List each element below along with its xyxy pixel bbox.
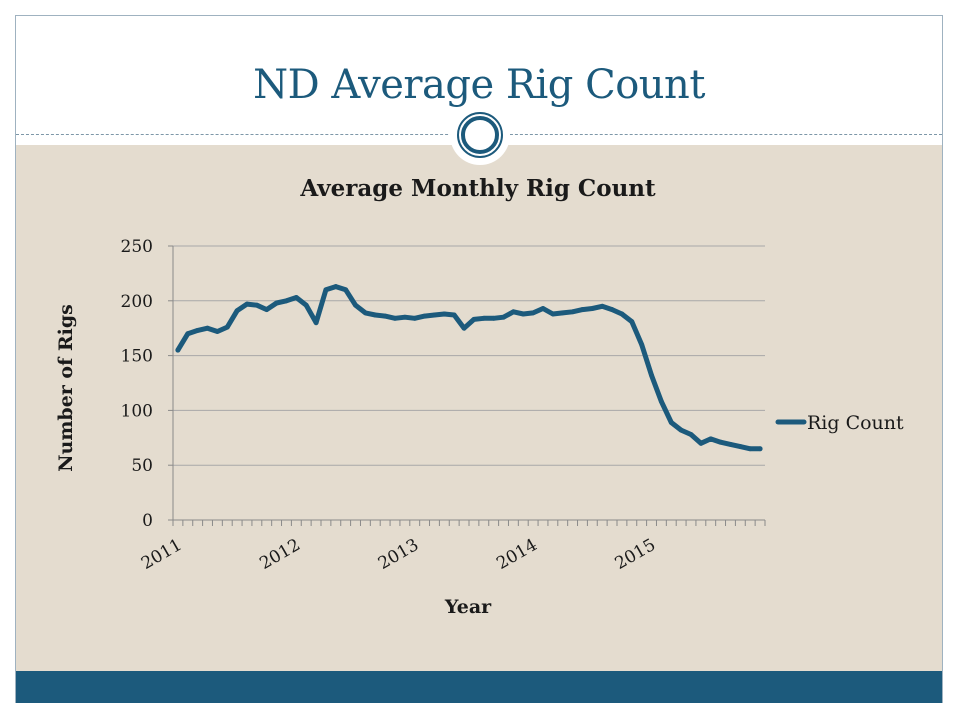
x-tick-label: 2014: [493, 535, 540, 574]
data-point: [491, 315, 497, 321]
data-point: [205, 325, 210, 331]
data-point: [737, 444, 743, 449]
data-point: [668, 420, 674, 425]
data-point: [303, 302, 309, 308]
y-tick-label: 50: [131, 456, 153, 476]
data-point: [175, 347, 181, 353]
axes: [168, 245, 766, 526]
data-point: [708, 436, 714, 442]
data-point: [629, 319, 635, 325]
x-tick-label: 2013: [375, 535, 422, 574]
data-point: [333, 284, 339, 289]
data-point: [530, 310, 536, 316]
data-point: [402, 314, 408, 320]
data-point: [471, 317, 477, 322]
circle-ornament-icon: [450, 105, 510, 165]
data-point: [698, 440, 704, 446]
data-point: [639, 342, 645, 348]
data-point: [560, 310, 566, 316]
data-point: [649, 372, 654, 378]
data-point: [609, 307, 615, 312]
x-tick-labels: 2011 2012 2013 2014 2015: [138, 535, 659, 574]
y-axis-label: Number of Rigs: [55, 304, 77, 472]
data-point: [234, 308, 240, 314]
data-point: [392, 315, 398, 321]
rig-count-chart: Average Monthly Rig Count 0 50 100 150 200 25…: [55, 175, 904, 618]
data-point: [659, 399, 664, 405]
data-point: [244, 301, 250, 307]
data-point: [372, 312, 378, 318]
data-point: [511, 309, 516, 315]
data-point: [313, 320, 319, 326]
data-point: [323, 287, 329, 293]
x-tick-label: 2015: [612, 535, 659, 574]
data-point: [718, 439, 723, 445]
y-tick-label: 250: [121, 237, 153, 257]
data-point: [501, 314, 506, 320]
data-point: [363, 310, 368, 316]
data-point: [678, 427, 684, 433]
footer-bar: [16, 671, 942, 703]
data-point: [195, 327, 201, 333]
data-point: [215, 329, 220, 334]
data-point: [284, 298, 289, 304]
data-point: [481, 315, 487, 321]
data-point: [382, 313, 388, 319]
chart-title: Average Monthly Rig Count: [299, 175, 656, 202]
y-tick-label: 100: [121, 401, 153, 421]
data-point: [540, 306, 546, 311]
data-point: [728, 441, 733, 447]
data-point: [432, 312, 437, 318]
y-tick-label: 150: [121, 347, 153, 367]
data-point: [757, 446, 763, 452]
x-tick-label: 2012: [256, 535, 303, 574]
legend: Rig Count: [775, 412, 904, 434]
series-group: [175, 284, 763, 452]
x-tick-label: 2011: [138, 535, 185, 574]
content-area: [16, 145, 942, 671]
data-point: [619, 311, 625, 317]
data-point: [599, 303, 605, 309]
gridlines: [173, 245, 765, 466]
data-point: [343, 287, 349, 293]
x-axis-label: Year: [444, 596, 492, 618]
data-point: [688, 432, 694, 437]
data-point: [353, 302, 358, 308]
data-point: [274, 300, 279, 306]
data-point: [422, 313, 427, 319]
data-point: [580, 307, 585, 312]
data-point: [254, 302, 260, 308]
data-point: [461, 325, 467, 331]
data-point: [441, 311, 447, 317]
data-point: [589, 306, 595, 311]
data-point: [412, 315, 418, 321]
data-point: [747, 446, 753, 452]
data-point: [550, 311, 556, 317]
data-point: [520, 311, 526, 317]
data-point: [451, 312, 457, 318]
slide-title: ND Average Rig Count: [253, 62, 705, 108]
data-point: [185, 331, 191, 337]
y-tick-label: 0: [142, 511, 153, 531]
y-tick-labels: 0 50 100 150 200 250: [121, 237, 153, 531]
data-point: [224, 324, 230, 330]
data-point: [264, 307, 270, 312]
data-point: [570, 309, 575, 315]
legend-item-label: Rig Count: [807, 412, 904, 434]
data-point: [293, 295, 299, 300]
y-tick-label: 200: [121, 292, 153, 312]
